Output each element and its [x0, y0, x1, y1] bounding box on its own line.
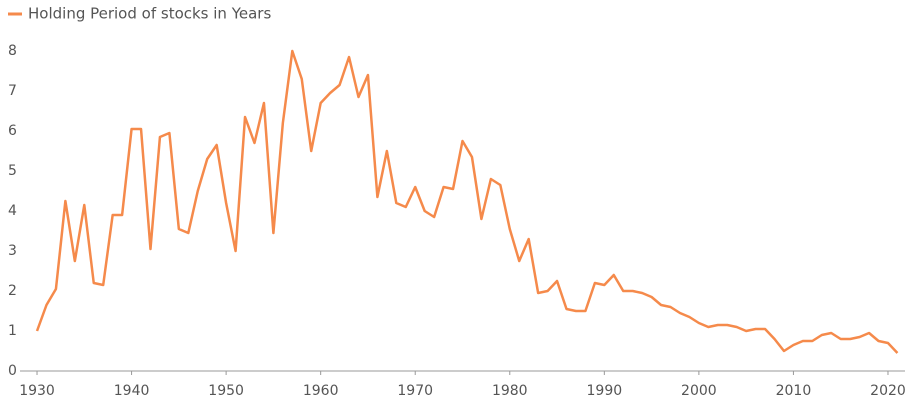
x-tick-label: 1930	[19, 383, 55, 399]
x-tick-label: 1970	[397, 383, 433, 399]
x-tick-label: 1990	[587, 383, 623, 399]
x-tick-label: 1960	[303, 383, 339, 399]
x-tick-label: 1980	[492, 383, 528, 399]
data-line	[35, 49, 899, 354]
x-tick-label: 2020	[870, 383, 906, 399]
y-tick-label: 5	[8, 163, 17, 179]
y-tick-label: 2	[8, 283, 17, 299]
x-tick-label: 1940	[114, 383, 150, 399]
x-tick-label: 1950	[208, 383, 244, 399]
y-tick-label: 6	[8, 123, 17, 139]
y-tick-label: 3	[8, 243, 17, 259]
y-tick-label: 0	[8, 363, 17, 379]
legend-label: Holding Period of stocks in Years	[28, 5, 271, 23]
y-tick-label: 1	[8, 323, 17, 339]
y-tick-label: 4	[8, 203, 17, 219]
y-tick-label: 7	[8, 83, 17, 99]
y-tick-label: 8	[8, 43, 17, 59]
x-tick-label: 2010	[776, 383, 812, 399]
x-tick-label: 2000	[681, 383, 717, 399]
